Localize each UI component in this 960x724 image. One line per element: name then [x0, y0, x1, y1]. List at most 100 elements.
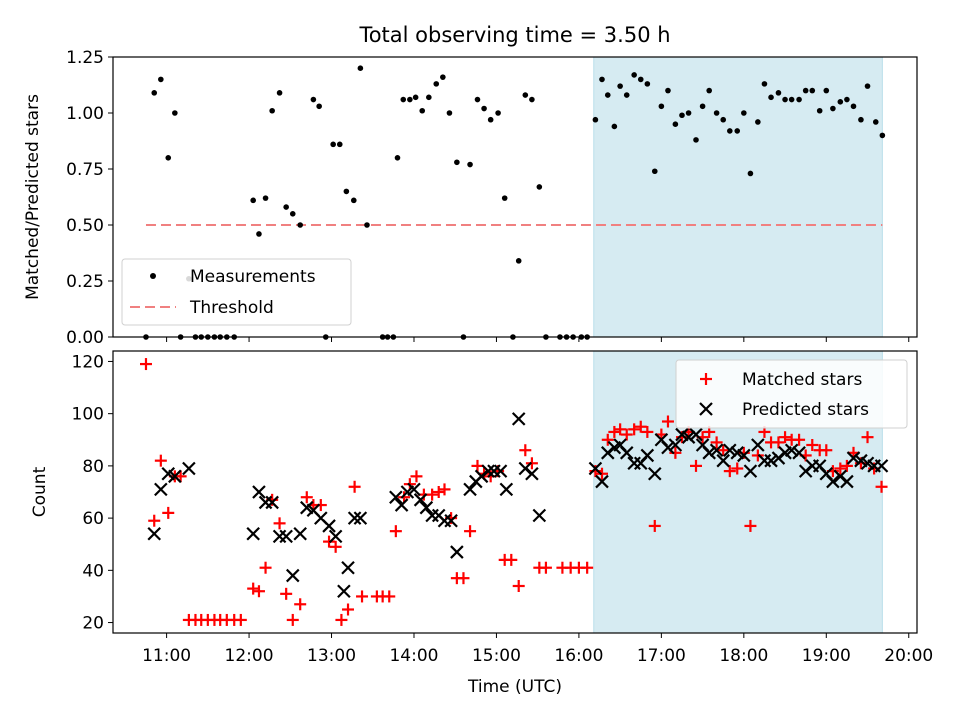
predicted-star-point: [792, 446, 806, 460]
predicted-star-point: [341, 560, 355, 575]
matched-star-point: [348, 480, 361, 493]
matched-star-point: [731, 462, 744, 475]
legend-measurements-marker: [150, 273, 156, 279]
predicted-star-point: [293, 526, 307, 541]
matched-star-point: [723, 465, 736, 478]
bottom-x-tick-label: 16:00: [554, 646, 603, 666]
matched-star-point: [342, 603, 355, 616]
measurement-point: [775, 90, 782, 96]
bottom-y-tick-label: 20: [82, 614, 104, 634]
predicted-star-point: [826, 474, 840, 489]
measurement-point: [297, 222, 303, 228]
measurement-point: [433, 81, 440, 87]
predicted-star-point: [532, 508, 547, 523]
measurement-point: [426, 94, 432, 101]
matched-star-point: [710, 436, 723, 449]
matched-star-point: [840, 459, 853, 472]
predicted-star-point: [413, 493, 428, 507]
measurement-point: [599, 76, 605, 83]
measurement-point: [782, 96, 788, 103]
measurement-point: [741, 110, 747, 116]
matched-star-point: [581, 561, 594, 574]
top-axes-frame: [112, 56, 918, 338]
matched-star-point: [717, 444, 730, 457]
matched-stars-points: [139, 358, 888, 626]
measurement-point: [699, 103, 706, 110]
predicted-star-point: [444, 513, 458, 528]
predicted-star-point: [154, 482, 168, 497]
measurement-point: [761, 81, 768, 87]
measurement-point: [250, 197, 256, 204]
bottom-x-tick-label: 11:00: [142, 646, 191, 666]
measurement-point: [665, 87, 671, 94]
measurement-point: [310, 96, 317, 103]
matched-star-point: [505, 553, 518, 566]
predicted-star-point: [272, 529, 287, 544]
matched-star-point: [300, 491, 313, 504]
top-y-tick-label: 0.50: [66, 216, 104, 236]
predicted-star-point: [419, 500, 434, 515]
measurement-point: [720, 116, 727, 123]
predicted-star-point: [168, 469, 182, 484]
bottom-legend-box: [675, 359, 908, 429]
bottom-x-tick-label: 18:00: [719, 646, 768, 666]
matched-star-point: [793, 433, 806, 446]
measurement-point: [515, 258, 522, 264]
measurement-point: [446, 110, 453, 116]
measurement-point: [788, 96, 795, 103]
matched-star-point: [148, 514, 161, 527]
measurement-point: [256, 231, 262, 237]
measurement-point: [343, 188, 350, 195]
measurement-point: [592, 116, 599, 123]
top-shaded-region: [593, 56, 883, 338]
matched-star-point: [280, 587, 293, 600]
measurement-point: [713, 110, 720, 116]
bottom-x-tick-label: 12:00: [225, 646, 274, 666]
predicted-star-point: [279, 529, 293, 544]
measurement-point: [522, 92, 529, 98]
predicted-star-point: [493, 464, 508, 478]
matched-star-point: [252, 585, 265, 598]
predicted-star-point: [394, 498, 409, 512]
top-legend: Measurements Threshold: [121, 258, 352, 326]
matched-star-point: [335, 613, 348, 626]
matched-star-point: [690, 459, 703, 472]
measurement-point: [440, 74, 446, 80]
matched-star-point: [512, 580, 525, 592]
predicted-star-point: [743, 464, 758, 478]
measurement-point: [809, 87, 816, 94]
predicted-star-point: [784, 443, 799, 458]
measurement-point: [864, 83, 871, 89]
matched-star-point: [139, 358, 152, 371]
matched-star-point: [234, 613, 247, 626]
predicted-star-point: [437, 513, 452, 528]
predicted-star-point: [525, 466, 539, 481]
bottom-y-tick-label: 120: [72, 352, 104, 372]
matched-star-point: [389, 525, 402, 538]
matched-star-point: [273, 517, 286, 530]
measurement-point: [672, 121, 679, 127]
measurement-point: [872, 119, 879, 125]
chart-title: Total observing time = 3.50 h: [358, 23, 670, 47]
measurement-point: [611, 123, 618, 130]
matched-star-point: [806, 439, 819, 451]
predicted-star-point: [389, 490, 403, 505]
measurement-point: [844, 96, 850, 103]
measurement-point: [289, 211, 296, 217]
measurement-point: [879, 132, 886, 139]
predicted-star-point: [702, 446, 716, 460]
matched-star-point: [834, 462, 847, 475]
measurement-point: [501, 195, 508, 201]
predicted-star-point: [681, 430, 696, 444]
legend-predicted-marker: [699, 402, 713, 416]
top-y-tick-label: 1.00: [66, 104, 104, 124]
matched-star-point: [410, 470, 423, 483]
predicted-star-point: [764, 453, 778, 468]
legend-predicted-label: Predicted stars: [742, 400, 869, 420]
top-y-axis: 0.00 0.25 0.50 0.75 1.00 1.25: [66, 48, 113, 348]
predicted-star-point: [511, 412, 526, 426]
measurement-point: [529, 96, 535, 103]
matched-star-point: [286, 613, 299, 626]
predicted-star-point: [689, 427, 703, 442]
